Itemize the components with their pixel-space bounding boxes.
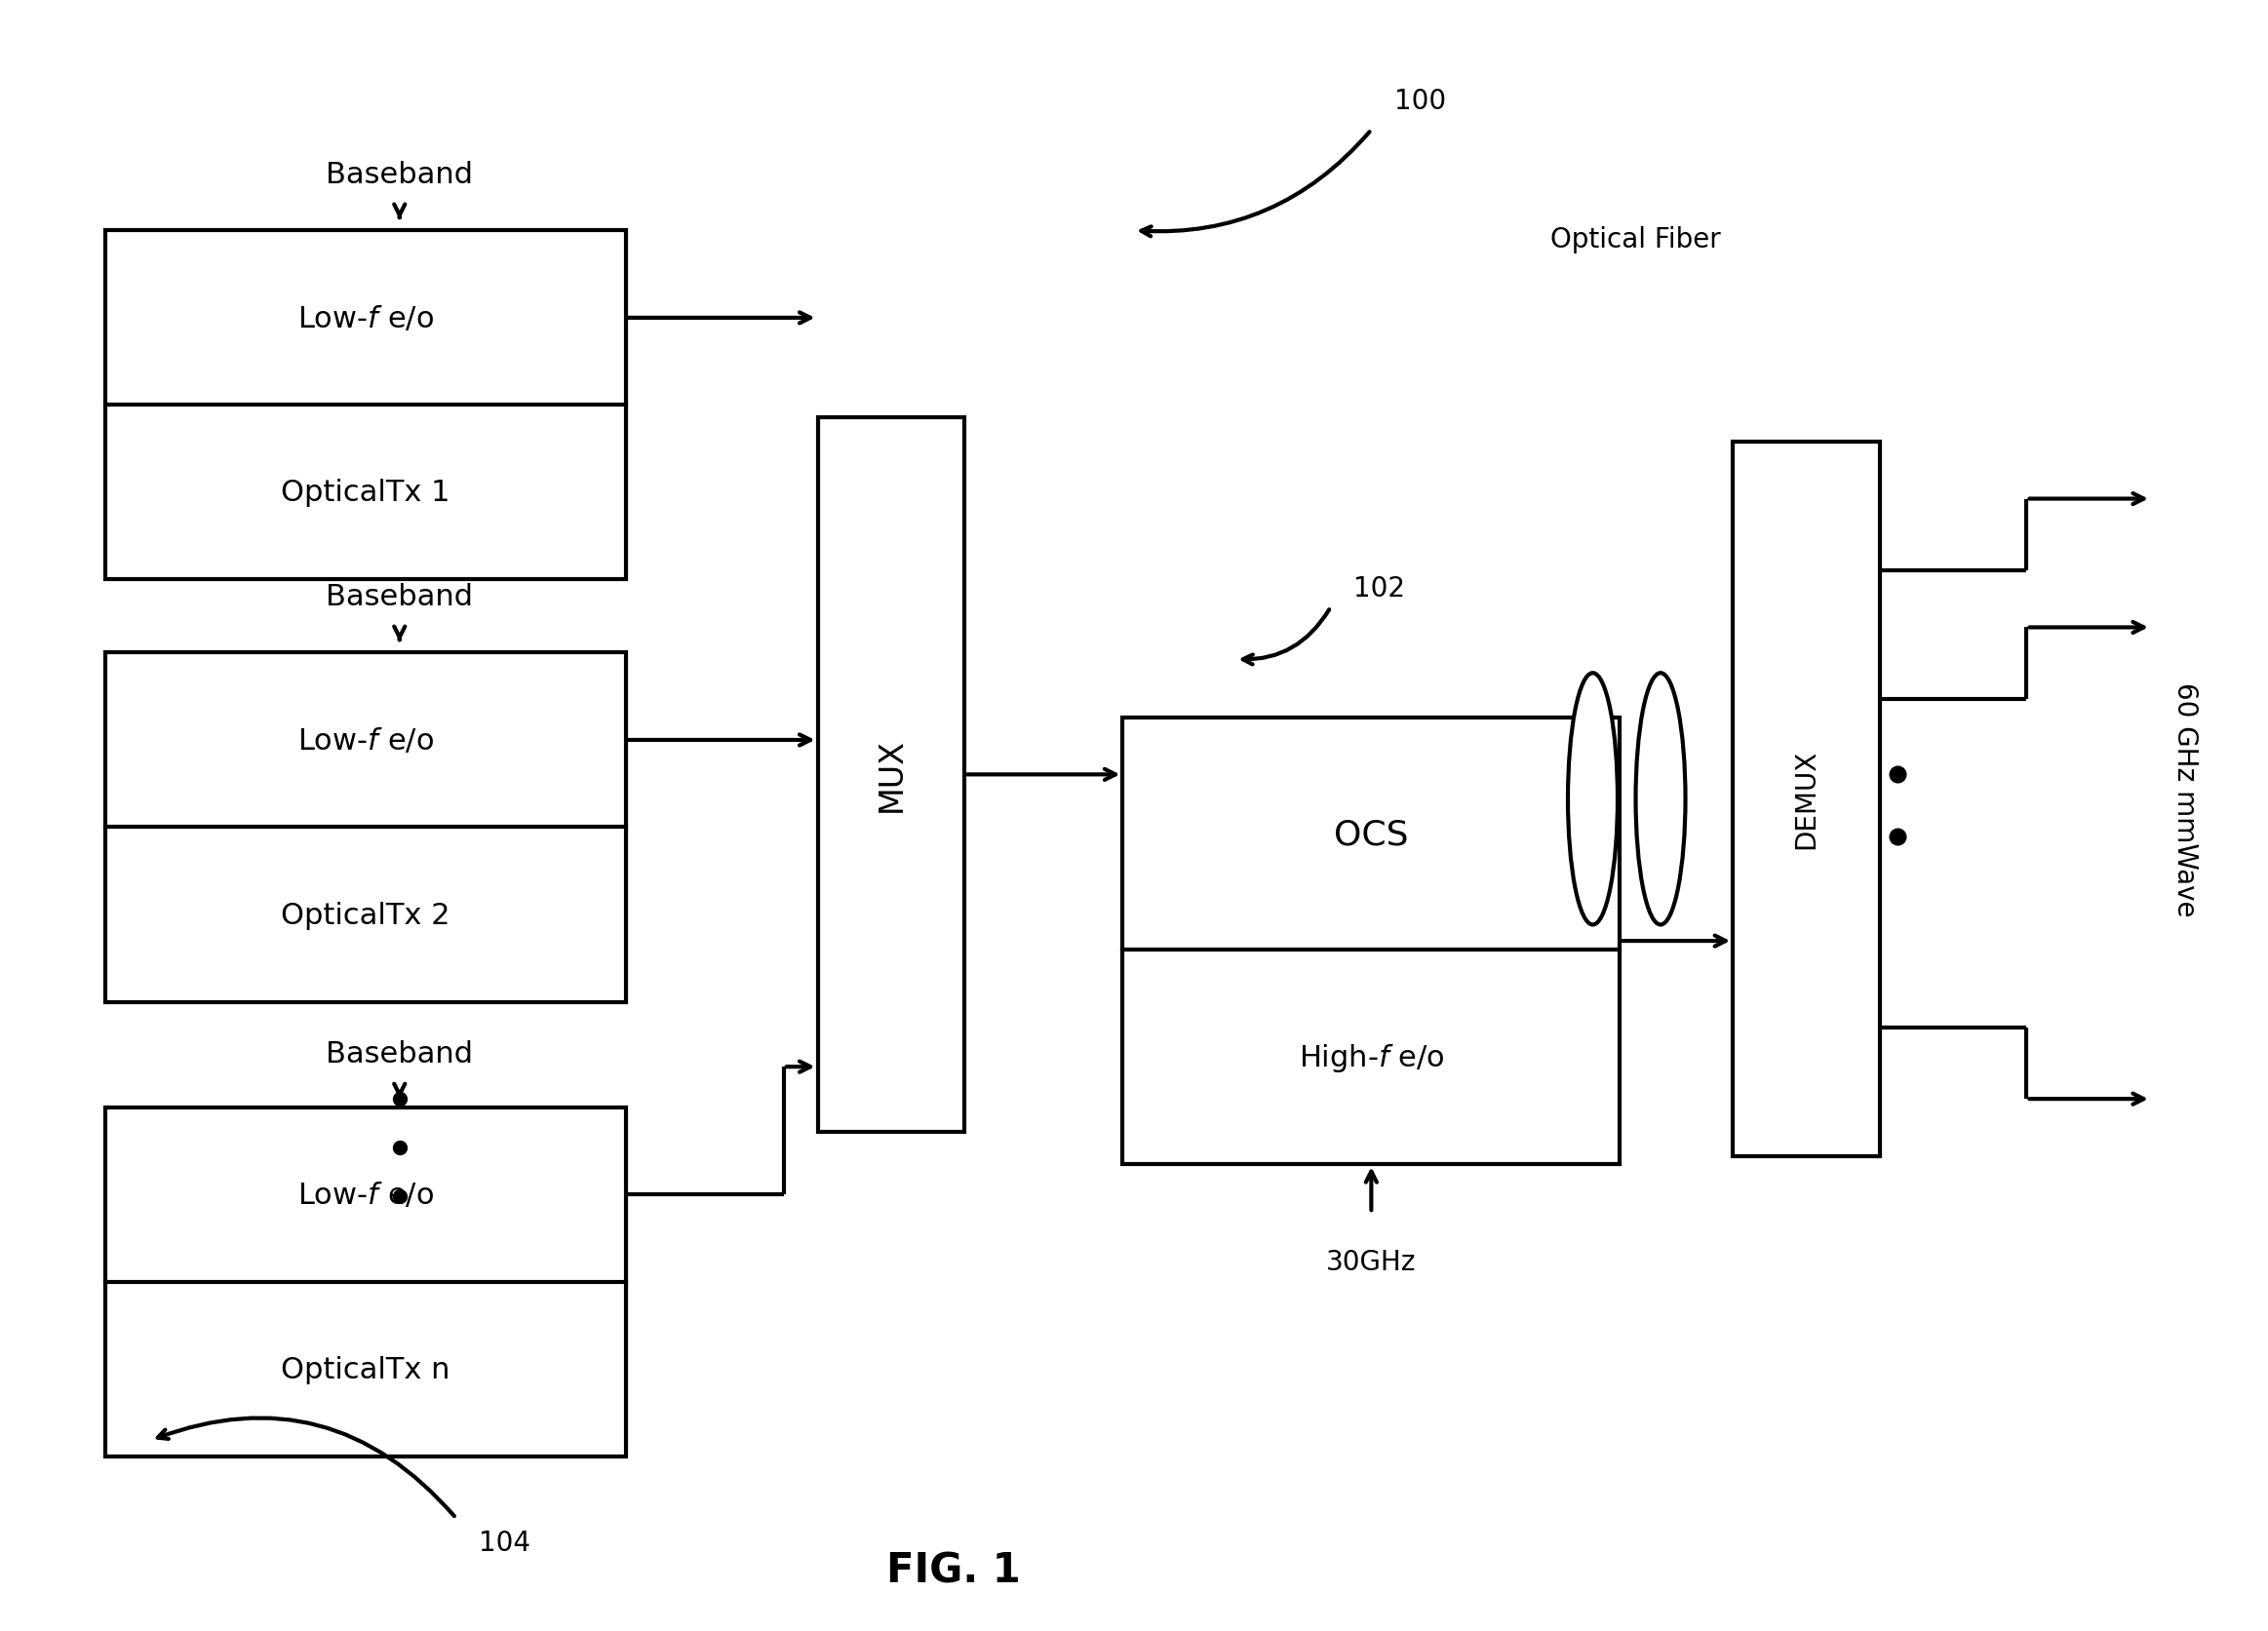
Bar — [819, 418, 964, 1132]
Bar — [107, 652, 626, 1001]
Text: MUX: MUX — [875, 737, 907, 812]
Bar — [1733, 442, 1880, 1156]
Text: Low-$\mathit{f}$ e/o: Low-$\mathit{f}$ e/o — [297, 1181, 433, 1210]
Text: Low-$\mathit{f}$ e/o: Low-$\mathit{f}$ e/o — [297, 726, 433, 755]
Text: Baseband: Baseband — [327, 582, 474, 610]
Text: Baseband: Baseband — [327, 160, 474, 189]
Text: FIG. 1: FIG. 1 — [887, 1549, 1021, 1590]
Text: Baseband: Baseband — [327, 1041, 474, 1068]
Text: 60 GHz mmWave: 60 GHz mmWave — [2170, 682, 2198, 917]
Text: 100: 100 — [1395, 88, 1445, 116]
Text: OpticalTx 2: OpticalTx 2 — [281, 900, 451, 930]
Text: OpticalTx n: OpticalTx n — [281, 1355, 451, 1383]
Text: Low-$\mathit{f}$ e/o: Low-$\mathit{f}$ e/o — [297, 303, 433, 333]
Text: OCS: OCS — [1334, 817, 1408, 851]
Text: 102: 102 — [1354, 574, 1404, 602]
Text: OpticalTx 1: OpticalTx 1 — [281, 480, 451, 507]
Text: High-$\mathit{f}$ e/o: High-$\mathit{f}$ e/o — [1297, 1041, 1445, 1073]
Text: DEMUX: DEMUX — [1792, 750, 1819, 850]
Ellipse shape — [1635, 674, 1685, 925]
Bar — [107, 1107, 626, 1456]
Bar — [107, 232, 626, 581]
Ellipse shape — [1567, 674, 1617, 925]
Text: 104: 104 — [479, 1528, 531, 1556]
Bar — [1123, 718, 1619, 1165]
Text: Optical Fiber: Optical Fiber — [1551, 225, 1721, 253]
Text: 30GHz: 30GHz — [1327, 1248, 1418, 1275]
